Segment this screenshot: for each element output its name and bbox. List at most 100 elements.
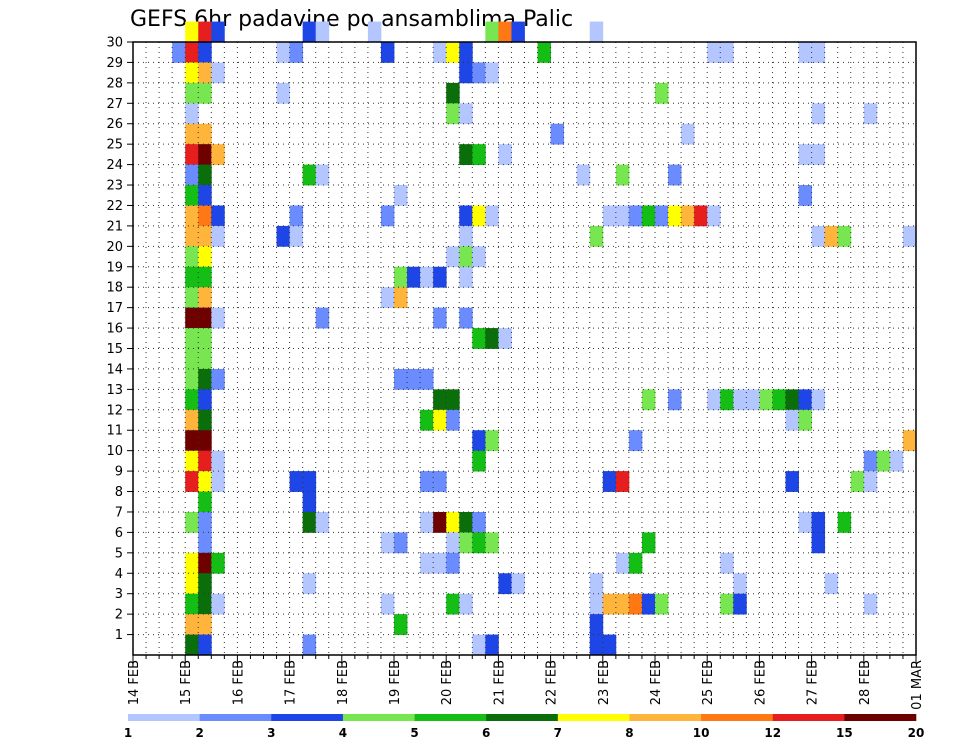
heatmap-cell bbox=[863, 593, 878, 615]
heatmap-cell bbox=[380, 532, 395, 554]
heatmap-cell bbox=[420, 511, 434, 533]
heatmap-cell bbox=[198, 491, 212, 513]
x-date-label: 01 MAR bbox=[910, 660, 925, 710]
heatmap-cell bbox=[198, 532, 212, 554]
heatmap-cell bbox=[472, 328, 486, 349]
heatmap-cell bbox=[211, 368, 225, 390]
heatmap-cell bbox=[198, 123, 212, 145]
heatmap-cell bbox=[394, 532, 408, 554]
heatmap-cell bbox=[394, 185, 408, 206]
legend-label: 2 bbox=[195, 726, 203, 740]
heatmap-cell bbox=[472, 144, 486, 165]
heatmap-cell bbox=[498, 328, 512, 349]
heatmap-cell bbox=[485, 634, 499, 656]
heatmap-cell bbox=[198, 348, 212, 370]
heatmap-cell bbox=[446, 389, 460, 411]
heatmap-cell bbox=[198, 511, 212, 533]
heatmap-cell bbox=[394, 266, 408, 288]
y-tick-label: 21 bbox=[106, 219, 123, 234]
heatmap-cell bbox=[185, 430, 199, 452]
legend-label: 20 bbox=[908, 726, 925, 740]
legend-swatch bbox=[486, 714, 559, 721]
heatmap-cell bbox=[902, 225, 917, 247]
heatmap-cell bbox=[615, 552, 630, 574]
heatmap-cell bbox=[628, 205, 643, 227]
heatmap-cell bbox=[446, 82, 460, 104]
heatmap-cell bbox=[185, 42, 199, 63]
heatmap-cell bbox=[198, 389, 212, 411]
x-date-label: 19 FEB bbox=[388, 660, 403, 705]
heatmap-cell bbox=[185, 82, 199, 104]
x-date-label: 17 FEB bbox=[284, 660, 299, 705]
legend-label: 1 bbox=[124, 726, 132, 740]
plot-frame bbox=[132, 41, 917, 656]
legend-label: 10 bbox=[693, 726, 710, 740]
y-tick-label: 10 bbox=[106, 444, 123, 459]
y-tick-label: 25 bbox=[106, 138, 123, 153]
heatmap-cell bbox=[185, 225, 199, 247]
heatmap-cell bbox=[485, 430, 499, 452]
legend-swatch bbox=[128, 714, 200, 721]
y-tick-label: 11 bbox=[106, 424, 123, 439]
heatmap-cell bbox=[198, 573, 212, 595]
heatmap-cell bbox=[668, 164, 682, 186]
heatmap-cell bbox=[315, 307, 330, 329]
heatmap-cell bbox=[824, 573, 839, 595]
heatmap-cell bbox=[380, 287, 395, 309]
heatmap-cell bbox=[198, 471, 212, 492]
y-tick-label: 2 bbox=[115, 608, 123, 623]
heatmap-cell bbox=[511, 573, 525, 595]
heatmap-cell bbox=[824, 225, 839, 247]
heatmap-cell bbox=[602, 205, 617, 227]
heatmap-cell bbox=[498, 21, 512, 43]
y-tick-label: 28 bbox=[106, 76, 123, 91]
heatmap-cell bbox=[863, 471, 878, 492]
heatmap-cell bbox=[198, 409, 212, 431]
heatmap-cell bbox=[681, 123, 695, 145]
heatmap-cell bbox=[276, 42, 290, 63]
heatmap-cell bbox=[198, 430, 212, 452]
legend-swatch bbox=[199, 714, 272, 721]
heatmap-cell bbox=[472, 450, 486, 472]
heatmap-cell bbox=[498, 573, 512, 595]
heatmap-cell bbox=[798, 144, 812, 165]
heatmap-cell bbox=[185, 287, 199, 309]
heatmap-cell bbox=[446, 409, 460, 431]
heatmap-cell bbox=[589, 21, 604, 43]
heatmap-cell bbox=[420, 552, 434, 574]
heatmap-cell bbox=[302, 511, 317, 533]
heatmap-cell bbox=[185, 614, 199, 635]
y-tick-label: 17 bbox=[106, 301, 123, 316]
legend-swatch bbox=[342, 714, 415, 721]
heatmap-cell bbox=[211, 552, 225, 574]
heatmap-cell bbox=[589, 634, 604, 656]
heatmap-cell bbox=[211, 307, 225, 329]
heatmap-cell bbox=[798, 409, 812, 431]
y-tick-label: 18 bbox=[106, 281, 123, 296]
heatmap-cell bbox=[798, 42, 812, 63]
heatmap-cell bbox=[889, 450, 904, 472]
heatmap-cell bbox=[746, 389, 760, 411]
heatmap-cell bbox=[315, 511, 330, 533]
y-tick-label: 20 bbox=[106, 240, 123, 255]
heatmap-cell bbox=[655, 205, 669, 227]
heatmap-cell bbox=[733, 389, 747, 411]
heatmap-cell bbox=[472, 532, 486, 554]
heatmap-cell bbox=[485, 205, 499, 227]
heatmap-cell bbox=[433, 552, 447, 574]
heatmap-cell bbox=[198, 593, 212, 615]
heatmap-cell bbox=[211, 144, 225, 165]
heatmap-cell bbox=[863, 103, 878, 125]
grid-lines bbox=[133, 42, 916, 655]
heatmap-cell bbox=[655, 593, 669, 615]
heatmap-cell bbox=[276, 225, 290, 247]
y-tick-label: 23 bbox=[106, 179, 123, 194]
legend-label: 6 bbox=[482, 726, 490, 740]
heatmap-cell bbox=[459, 246, 473, 268]
heatmap-cell bbox=[302, 634, 317, 656]
heatmap-cell bbox=[198, 614, 212, 635]
heatmap-cell bbox=[733, 593, 747, 615]
y-tick-label: 1 bbox=[115, 628, 123, 643]
y-tick-label: 12 bbox=[106, 403, 123, 418]
